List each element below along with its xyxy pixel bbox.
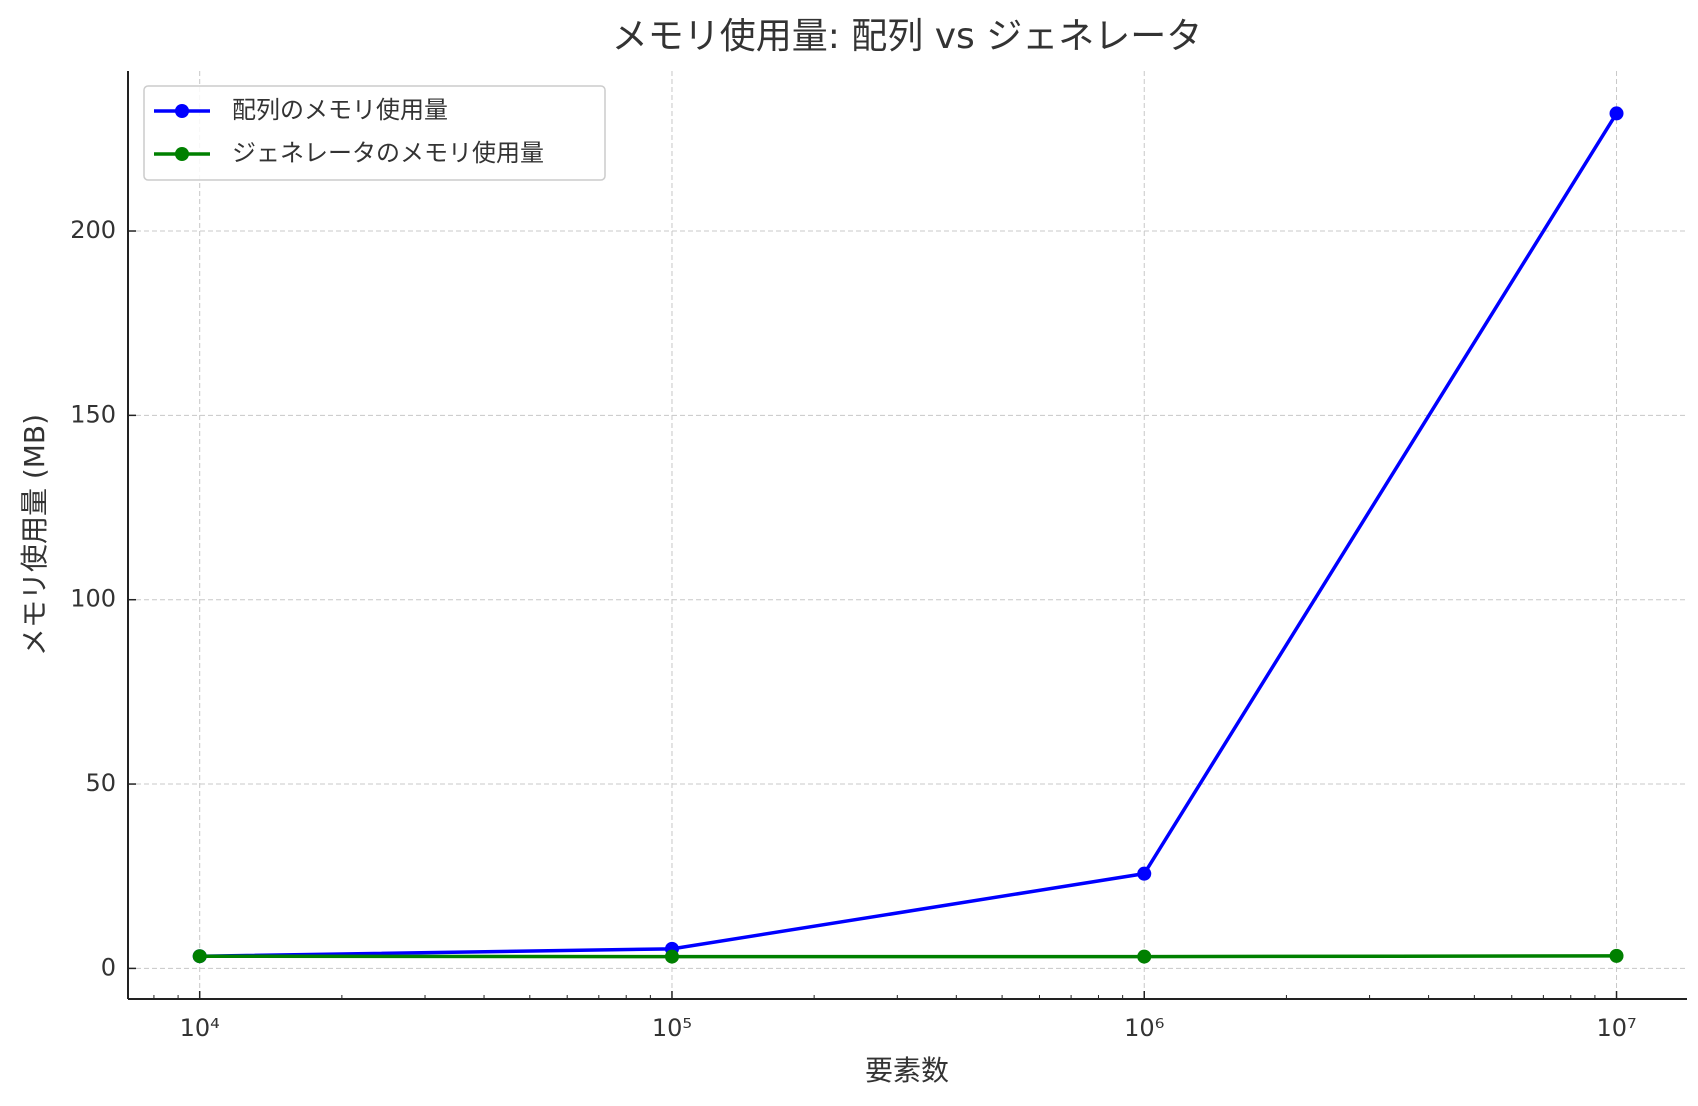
legend-label: ジェネレータのメモリ使用量 (232, 139, 544, 167)
series-line (199, 112, 1619, 958)
data-point (1137, 949, 1152, 964)
legend-label: 配列のメモリ使用量 (232, 96, 448, 124)
data-point (664, 949, 679, 964)
data-point (1609, 948, 1624, 963)
chart-title: メモリ使用量: 配列 vs ジェネレータ (612, 16, 1203, 57)
data-point (1137, 866, 1152, 881)
legend-marker (175, 147, 189, 161)
data-point (1609, 106, 1624, 121)
data-point (192, 949, 207, 964)
x-tick-label: 10⁴ (180, 1014, 220, 1042)
series-line (199, 954, 1617, 959)
legend-marker (175, 104, 189, 118)
y-tick-label: 150 (70, 400, 116, 428)
legend-box (143, 85, 606, 181)
y-tick-label: 50 (85, 769, 116, 797)
y-tick-label: 200 (70, 216, 116, 244)
y-tick-label: 100 (70, 585, 116, 613)
y-axis-label: メモリ使用量 (MB) (18, 414, 51, 656)
x-axis-label: 要素数 (865, 1054, 949, 1087)
x-tick-label: 10⁶ (1124, 1014, 1164, 1042)
y-tick-label: 0 (101, 953, 116, 981)
x-tick-label: 10⁷ (1596, 1014, 1636, 1042)
x-tick-label: 10⁵ (652, 1014, 692, 1042)
